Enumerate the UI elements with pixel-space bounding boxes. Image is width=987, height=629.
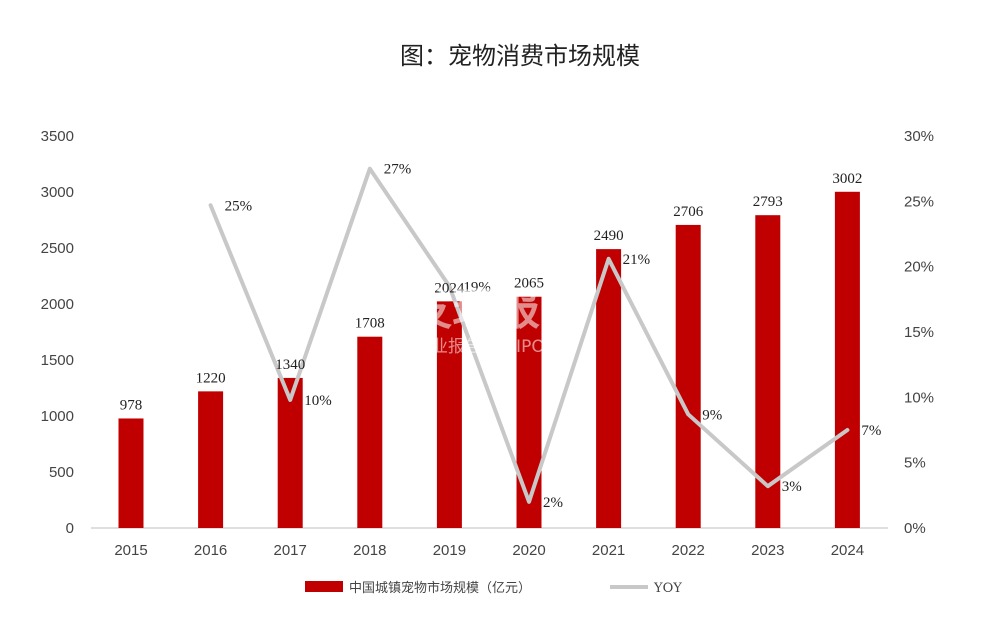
- x-tick-label: 2020: [512, 542, 545, 559]
- right-tick-label: 25%: [904, 193, 934, 210]
- left-tick-label: 1500: [41, 352, 74, 369]
- bar: [436, 301, 462, 528]
- yoy-data-labels: 25% 10% 27% 19% 2% 21% 9% 3% 7%: [225, 162, 882, 511]
- bar-data-label: 1340: [275, 357, 305, 373]
- bar: [118, 418, 144, 528]
- x-axis-ticks: 2015 2016 2017 2018 2019 2020 2021 2022 2023 2024: [114, 542, 864, 559]
- watermark-sub: 行业报告 IPOIPO.CN: [414, 337, 574, 357]
- left-axis-ticks: 0 500 1000 1500 2000 2500 3000 3500: [41, 128, 74, 537]
- x-tick-label: 2017: [274, 542, 307, 559]
- left-tick-label: 2500: [41, 240, 74, 257]
- right-tick-label: 0%: [904, 520, 926, 537]
- bar: [277, 377, 303, 528]
- yoy-data-label: 21%: [623, 252, 651, 268]
- bar-data-label: 978: [120, 397, 143, 413]
- bar-data-label: 1220: [196, 370, 226, 386]
- bar: [198, 391, 224, 528]
- left-tick-label: 500: [49, 464, 74, 481]
- x-tick-label: 2015: [114, 542, 147, 559]
- chart-title: 图：宠物消费市场规模: [400, 42, 640, 70]
- bar-data-label: 2490: [594, 228, 624, 244]
- bar: [834, 191, 860, 528]
- right-tick-label: 15%: [904, 324, 934, 341]
- yoy-data-label: 25%: [225, 198, 253, 214]
- watermark-main: 发现报告: [408, 284, 584, 335]
- yoy-data-label: 7%: [861, 423, 881, 439]
- legend: 中国城镇宠物市场规模（亿元） YOY: [305, 580, 682, 596]
- bar-data-label: 2024: [434, 280, 465, 296]
- bar: [596, 249, 622, 528]
- yoy-data-label: 10%: [304, 393, 332, 409]
- bar: [357, 336, 383, 528]
- left-tick-label: 1000: [41, 408, 74, 425]
- bar: [516, 296, 542, 528]
- x-tick-label: 2023: [751, 542, 784, 559]
- bar-data-label: 1708: [355, 316, 385, 332]
- yoy-line: [208, 166, 850, 504]
- legend-swatch-bar: [305, 581, 343, 592]
- yoy-data-label: 9%: [702, 407, 722, 423]
- yoy-line-series: [208, 166, 850, 504]
- x-tick-label: 2022: [672, 542, 705, 559]
- bar-data-label: 2793: [753, 194, 783, 210]
- right-tick-label: 5%: [904, 455, 926, 472]
- bar-data-labels: 978 1220 1340 1708 2024 2065 2490 2706 2793 3002: [120, 171, 863, 414]
- bar: [755, 215, 781, 528]
- bar-data-label: 2065: [514, 276, 544, 292]
- left-tick-label: 3000: [41, 184, 74, 201]
- bar: [675, 224, 701, 529]
- x-tick-label: 2021: [592, 542, 625, 559]
- x-tick-label: 2016: [194, 542, 227, 559]
- watermark: 发现报告 行业报告 IPOIPO.CN: [408, 284, 584, 357]
- right-tick-label: 30%: [904, 128, 934, 145]
- yoy-data-label: 19%: [463, 279, 491, 295]
- legend-label-line: YOY: [653, 581, 682, 596]
- x-tick-label: 2019: [433, 542, 466, 559]
- legend-label-bar: 中国城镇宠物市场规模（亿元）: [349, 580, 531, 596]
- bar-data-label: 3002: [832, 171, 862, 187]
- bar-data-label: 2706: [673, 204, 704, 220]
- yoy-data-label: 2%: [543, 495, 563, 511]
- left-tick-label: 2000: [41, 296, 74, 313]
- right-tick-label: 20%: [904, 259, 934, 276]
- x-tick-label: 2024: [831, 542, 864, 559]
- bar-series: [118, 191, 860, 529]
- yoy-data-label: 3%: [782, 479, 802, 495]
- right-tick-label: 10%: [904, 389, 934, 406]
- left-tick-label: 0: [66, 520, 74, 537]
- left-tick-label: 3500: [41, 128, 74, 145]
- yoy-data-label: 27%: [384, 162, 412, 178]
- right-axis-ticks: 0% 5% 10% 15% 20% 25% 30%: [904, 128, 934, 537]
- x-tick-label: 2018: [353, 542, 386, 559]
